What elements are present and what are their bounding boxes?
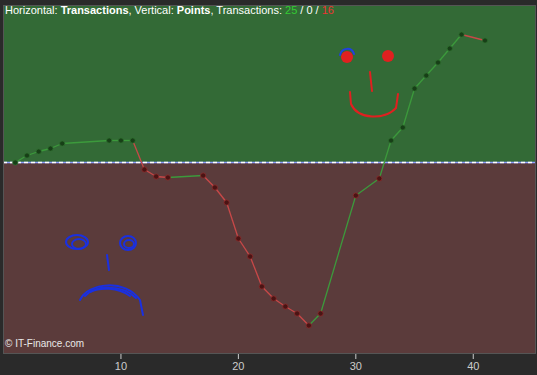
svg-text:10: 10: [115, 360, 127, 372]
html-text:Horizontal: Transactions, Vert: Horizontal: Transactions, Vertical: Poin…: [5, 4, 334, 16]
svg-text:40: 40: [467, 360, 479, 372]
svg-text:30: 30: [350, 360, 362, 372]
html-text:© IT-Finance.com: © IT-Finance.com: [5, 338, 85, 349]
svg-text:20: 20: [232, 360, 244, 372]
